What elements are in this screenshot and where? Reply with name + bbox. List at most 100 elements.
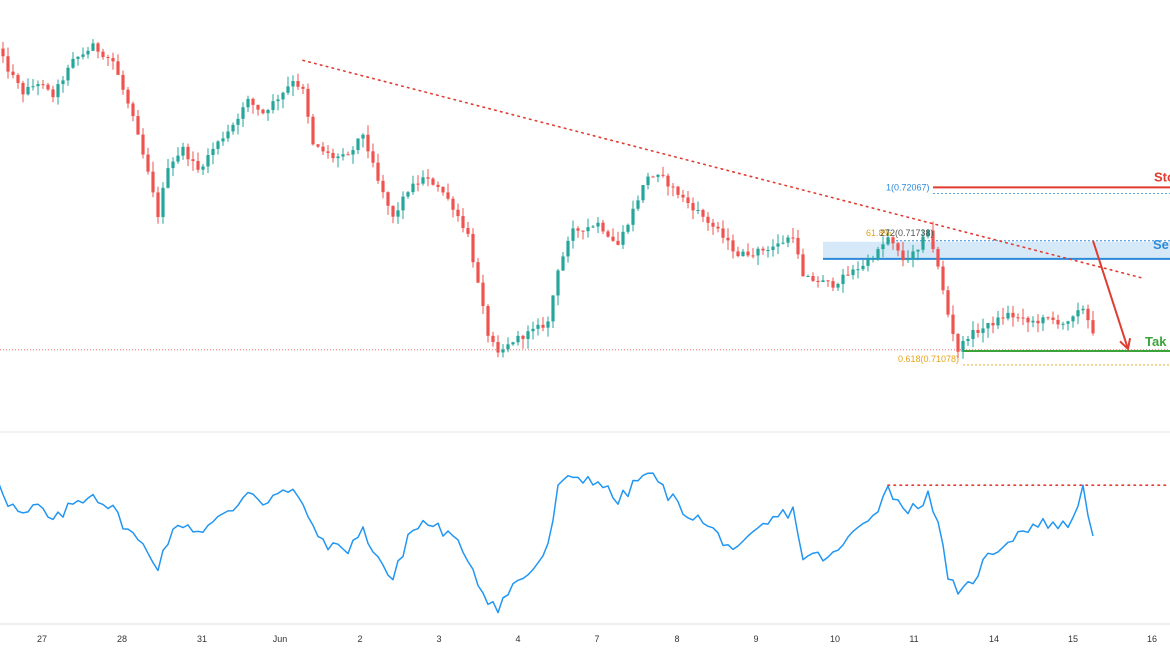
candle (926, 228, 930, 239)
candle (56, 79, 60, 105)
candle (671, 182, 675, 197)
candle (1061, 321, 1065, 330)
candle (596, 217, 600, 234)
candle (306, 83, 310, 124)
candle (66, 64, 70, 86)
candle (426, 169, 430, 187)
candle (246, 95, 250, 113)
time-axis[interactable]: 27 28 31 Jun 2 3 4 7 8 9 10 11 14 15 16 (37, 634, 1157, 644)
candle (176, 147, 180, 164)
x-tick-label: 2 (357, 634, 362, 644)
candle (881, 236, 885, 258)
candle (681, 189, 685, 202)
candle (646, 172, 650, 190)
x-tick-label: 15 (1068, 634, 1078, 644)
candle (1091, 310, 1095, 336)
candle (391, 205, 395, 224)
candle (676, 185, 680, 199)
candle (806, 274, 810, 278)
candle (931, 221, 935, 253)
candle (1, 41, 5, 63)
candle (611, 228, 615, 242)
candle (516, 330, 520, 346)
candle (571, 220, 575, 249)
candle (351, 146, 355, 164)
candle (716, 221, 720, 233)
candle (106, 54, 110, 66)
candle (221, 131, 225, 146)
candle (396, 202, 400, 224)
candle (191, 151, 195, 171)
candle (1076, 302, 1080, 325)
fib-label: 1(0.72067) (886, 182, 930, 192)
candle (551, 295, 555, 329)
candle (651, 175, 655, 178)
candle (901, 241, 905, 267)
candle (361, 133, 365, 148)
candle (406, 190, 410, 199)
candle (791, 227, 795, 244)
candle (616, 231, 620, 246)
candle (16, 73, 20, 89)
candle (11, 64, 15, 79)
candle (146, 147, 150, 175)
candle (316, 144, 320, 148)
candle (356, 138, 360, 155)
candle (1081, 305, 1085, 315)
candle (61, 76, 65, 93)
candle (411, 175, 415, 195)
candle (711, 218, 715, 235)
candle (856, 261, 860, 279)
candle (561, 252, 565, 271)
candle (121, 70, 125, 95)
candle (731, 234, 735, 259)
candle (841, 268, 845, 293)
candle (481, 274, 485, 314)
candle (581, 230, 585, 240)
x-tick-label: Jun (273, 634, 288, 644)
candle (226, 124, 230, 142)
candle (1066, 320, 1070, 331)
candle (421, 170, 425, 186)
x-tick-label: 7 (594, 634, 599, 644)
candle (966, 335, 970, 346)
candle (36, 80, 40, 96)
candle (891, 236, 895, 250)
candle (1026, 316, 1030, 333)
candle (386, 191, 390, 215)
candle (256, 104, 260, 116)
sell-arrow-icon (1092, 240, 1132, 351)
fib-label: 61.8% (866, 228, 892, 238)
candle (751, 247, 755, 259)
candle (91, 39, 95, 52)
candle (941, 260, 945, 295)
candle (41, 79, 45, 89)
sell-zone[interactable] (823, 241, 1170, 259)
candle (141, 128, 145, 159)
candle (621, 225, 625, 249)
candle (736, 246, 740, 258)
candle (961, 336, 965, 359)
x-tick-label: 31 (197, 634, 207, 644)
candle (271, 94, 275, 114)
candle (266, 108, 270, 121)
candle (526, 325, 530, 349)
candle (896, 241, 900, 257)
candle (1051, 311, 1055, 325)
candle (801, 248, 805, 277)
candle (51, 85, 55, 103)
candle (706, 212, 710, 231)
candle (136, 110, 140, 135)
candle (281, 91, 285, 109)
candle (286, 76, 290, 95)
candle (701, 208, 705, 223)
candle (241, 102, 245, 128)
candle (626, 223, 630, 234)
candle (1011, 305, 1015, 327)
descending-trendline[interactable] (302, 59, 1144, 279)
candle (766, 246, 770, 258)
candle (981, 318, 985, 343)
candle (816, 276, 820, 288)
candle (261, 108, 265, 115)
candle (696, 201, 700, 214)
